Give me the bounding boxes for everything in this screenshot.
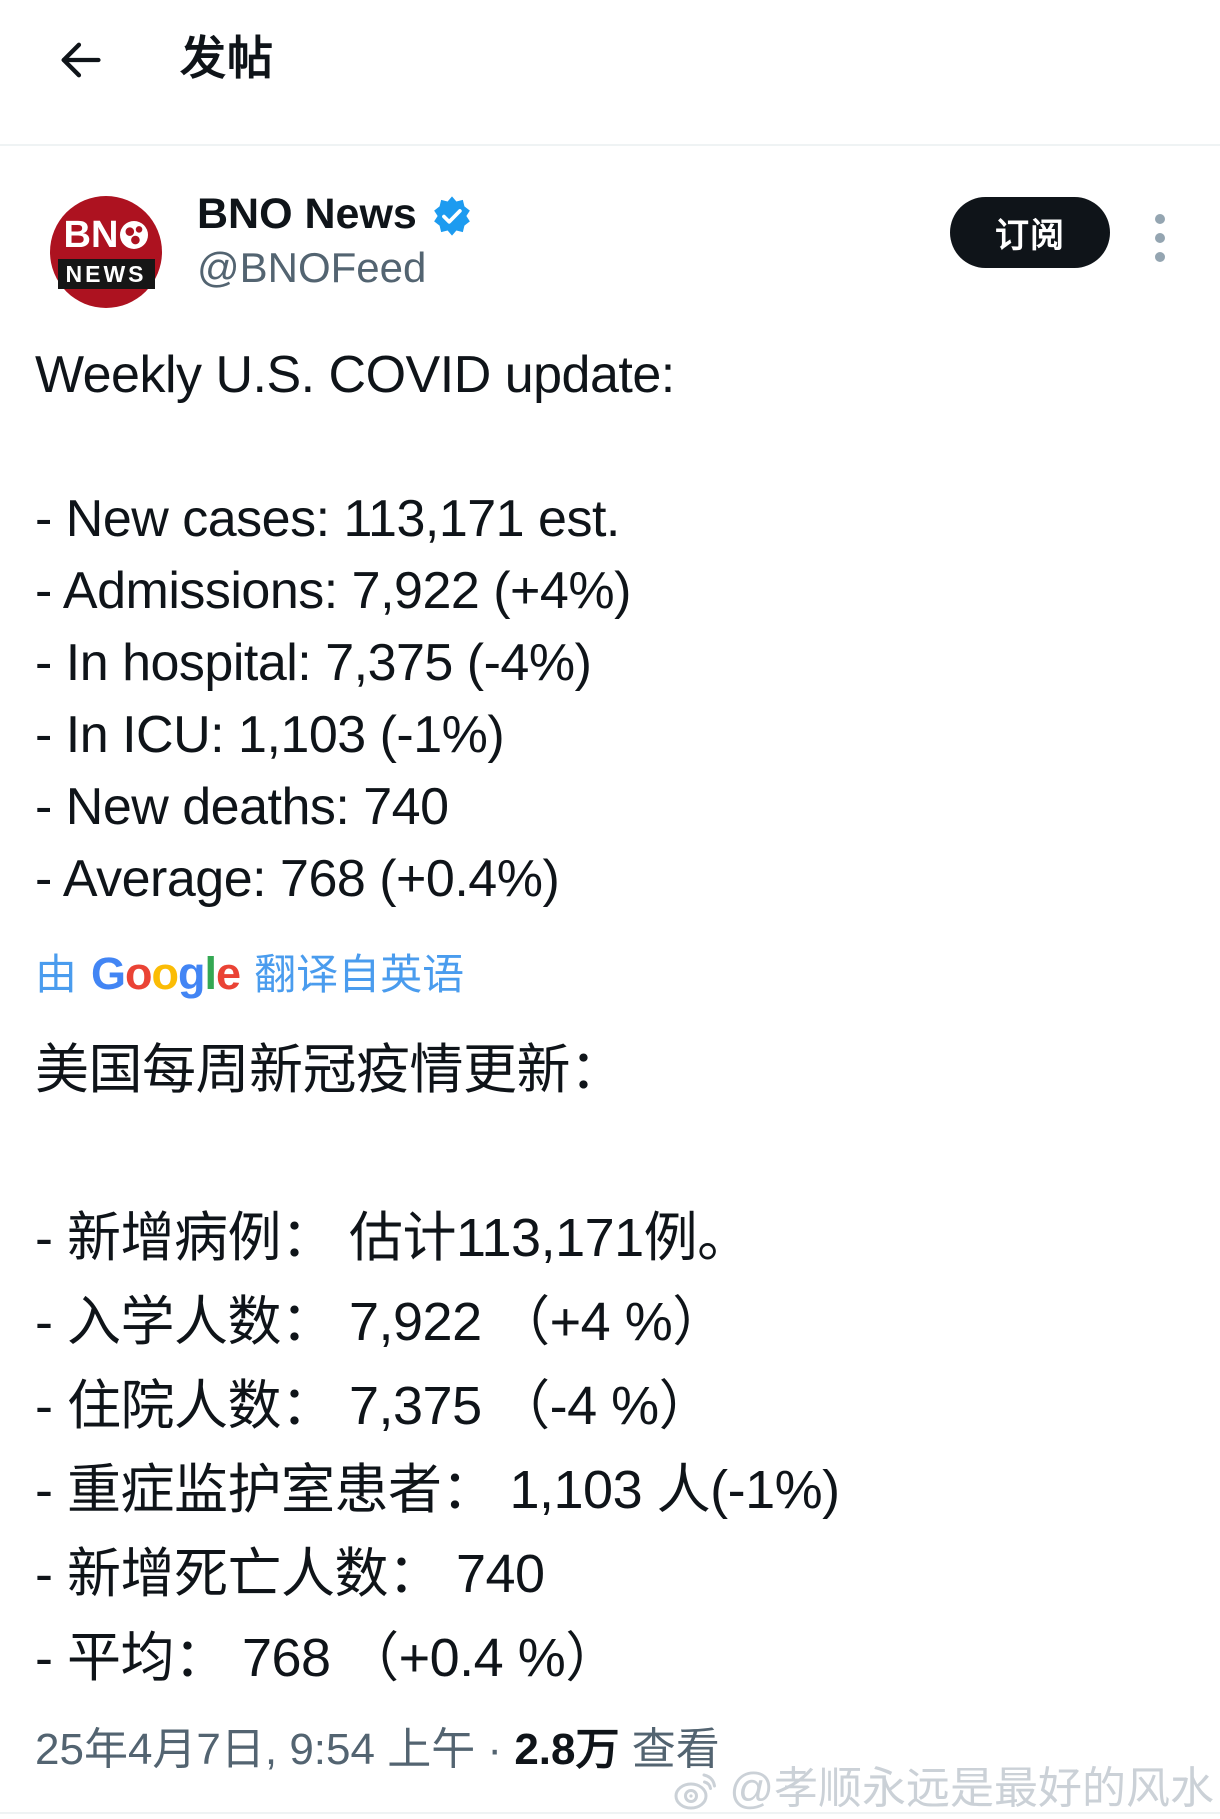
tweet-text-english: Weekly U.S. COVID update: - New cases: 1…: [35, 339, 1195, 915]
tweet-line: - In ICU: 1,103 (-1%): [35, 706, 505, 764]
tweet-line: - Admissions: 7,922 (+4%): [35, 562, 631, 620]
tweet-line: - 入学人数： 7,922 （+4 %）: [35, 1292, 726, 1352]
tweet-line: - New cases: 113,171 est.: [35, 490, 620, 548]
tweet-line: - New deaths: 740: [35, 778, 449, 836]
timestamp: 25年4月7日, 9:54 上午: [35, 1725, 476, 1774]
views-label: 查看: [619, 1725, 720, 1774]
translation-prefix: 由: [35, 951, 78, 998]
tweet-line: - In hospital: 7,375 (-4%): [35, 634, 592, 692]
tweet-line: 美国每周新冠疫情更新：: [35, 1040, 624, 1100]
more-options-button[interactable]: [1138, 206, 1182, 270]
tweet-line: - Average: 768 (+0.4%): [35, 850, 560, 908]
page-title: 发帖: [180, 32, 274, 84]
author-handle[interactable]: @BNOFeed: [197, 244, 427, 291]
views-count: 2.8万: [514, 1725, 620, 1774]
dot-icon: [1155, 214, 1165, 224]
translation-suffix: 翻译自英语: [254, 951, 465, 998]
subscribe-button[interactable]: 订阅: [950, 197, 1110, 268]
back-button[interactable]: [48, 28, 112, 92]
tweet-meta: 25年4月7日, 9:54 上午 · 2.8万 查看: [35, 1722, 720, 1778]
header-divider: [0, 144, 1220, 146]
meta-separator: ·: [475, 1725, 515, 1774]
dot-icon: [1155, 252, 1165, 262]
google-letter: e: [216, 948, 241, 999]
google-letter: g: [178, 948, 205, 999]
arrow-left-icon: [61, 42, 101, 78]
bottom-divider: [0, 1812, 1220, 1814]
google-letter: l: [204, 948, 217, 999]
google-letter: G: [91, 948, 126, 999]
avatar-logo-text: BN: [64, 216, 149, 254]
avatar-logo-bn: BN: [63, 213, 119, 256]
author-name: BNO News: [197, 190, 417, 238]
app-header: 发帖: [0, 0, 1220, 146]
watermark-text: @孝顺永远是最好的风水: [729, 1764, 1214, 1813]
tweet-line: - 重症监护室患者： 1,103 人(-1%): [35, 1460, 840, 1520]
dot-icon: [1155, 233, 1165, 243]
translation-attribution[interactable]: 由 Google 翻译自英语: [35, 948, 464, 1001]
google-logo: Google: [91, 948, 241, 1000]
weibo-watermark: @孝顺永远是最好的风水: [671, 1764, 1214, 1814]
verified-badge-icon: [433, 196, 470, 236]
avatar-logo-news: NEWS: [57, 258, 155, 289]
tweet-line: - 新增死亡人数： 740: [35, 1544, 545, 1604]
tweet-text-chinese: 美国每周新冠疫情更新： - 新增病例： 估计113,171例。 - 入学人数： …: [35, 1028, 1210, 1700]
tweet-line-blank: [35, 1112, 1210, 1196]
globe-icon: [120, 220, 149, 249]
tweet-line: Weekly U.S. COVID update:: [35, 346, 675, 404]
avatar[interactable]: BN NEWS: [50, 196, 162, 308]
tweet-line-blank: [35, 411, 1195, 483]
google-letter: o: [151, 948, 179, 999]
weibo-logo-icon: [674, 1773, 717, 1810]
tweet-line: - 住院人数： 7,375 （-4 %）: [35, 1376, 713, 1436]
google-letter: o: [125, 948, 152, 999]
tweet-line: - 新增病例： 估计113,171例。: [35, 1208, 751, 1268]
tweet-line: - 平均： 768 （+0.4 %）: [35, 1628, 619, 1688]
author-name-row[interactable]: BNO News: [197, 188, 473, 240]
